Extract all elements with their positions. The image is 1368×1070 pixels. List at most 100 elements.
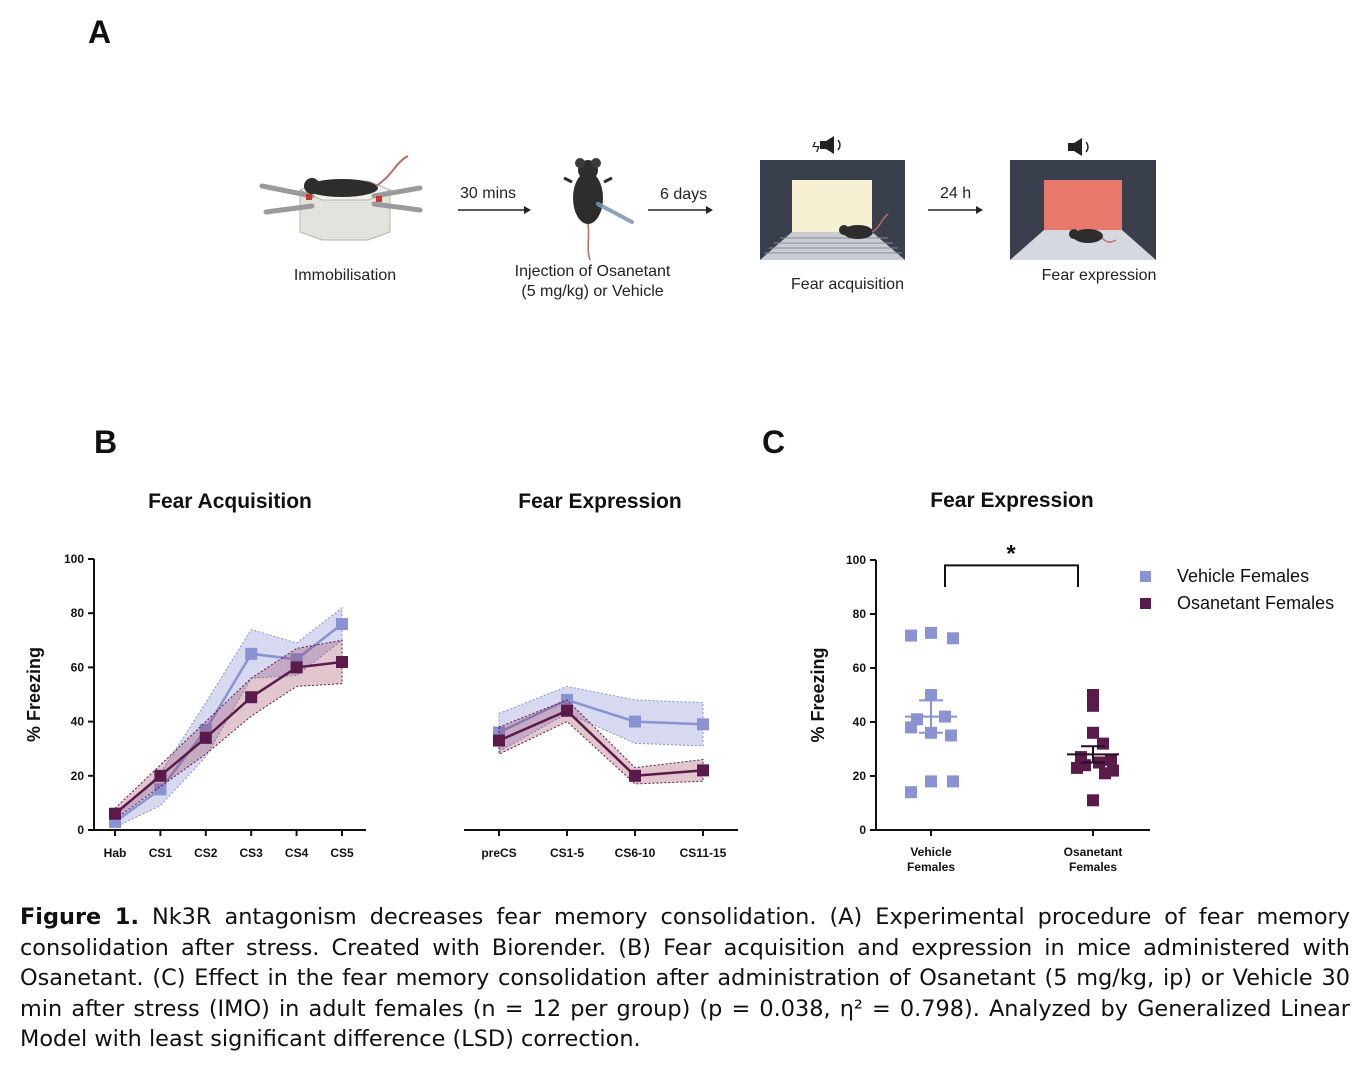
fear-expression-box (1010, 138, 1156, 260)
acq-x-tick-label: CS4 (285, 846, 309, 860)
acq-y-tick-label: 20 (71, 769, 85, 783)
scatter-y-tick-label: 80 (853, 607, 867, 621)
acq-point-osanetant (290, 661, 303, 674)
acq-x-tick-label: CS5 (330, 846, 354, 860)
exp-x-tick-label: CS11-15 (680, 846, 727, 860)
acq-y-tick-label: 100 (64, 552, 84, 566)
acq-point-osanetant (336, 655, 348, 668)
scatter-point-vehicle (945, 729, 957, 742)
scatter-x-tick-label: Females (907, 860, 955, 874)
scatter-x-tick-label: Females (1069, 860, 1117, 874)
exp-x-tick-label: preCS (481, 846, 516, 860)
scatter-point-osanetant (1087, 794, 1099, 807)
exp-x-tick-label: CS6-10 (615, 846, 656, 860)
caption-label: Figure 1. (20, 904, 139, 930)
acq-y-tick-label: 40 (71, 715, 85, 729)
scatter-point-osanetant (1097, 737, 1109, 750)
acq-y-tick-label: 0 (77, 823, 84, 837)
scatter-point-vehicle (905, 629, 917, 642)
exp-point-osanetant (629, 769, 641, 782)
exp-point-osanetant (697, 764, 709, 777)
stage-label-injection: Injection of Osanetant (5 mg/kg) or Vehi… (490, 262, 695, 302)
exp-point-vehicle (697, 718, 709, 731)
acq-y-tick-label: 80 (71, 606, 85, 620)
legend-label-vehicle: Vehicle Females (1177, 566, 1310, 586)
chart-title-fear-expression-c: Fear Expression (930, 489, 1094, 512)
acq-line-osanetant (114, 660, 343, 815)
exp-point-vehicle (629, 715, 641, 728)
stage-label-immobilisation: Immobilisation (293, 267, 397, 284)
significance-bracket (944, 564, 1079, 587)
chart-title-fear-acquisition: Fear Acquisition (148, 490, 312, 513)
acq-point-osanetant (109, 807, 121, 820)
scatter-y-tick-label: 100 (846, 553, 866, 567)
exp-point-osanetant (493, 734, 505, 747)
acq-x-tick-label: CS3 (240, 846, 264, 860)
scatter-y-axis-label: % Freezing (808, 647, 828, 742)
legend-label-osanetant: Osanetant Females (1177, 593, 1335, 613)
panel-letter-c: C (762, 424, 786, 460)
injection-mouse-illustration (563, 158, 634, 261)
acq-point-vehicle (336, 618, 348, 631)
scatter-point-vehicle (925, 775, 937, 788)
acq-x-tick-label: CS1 (149, 846, 173, 860)
scatter-point-osanetant (1087, 689, 1099, 701)
acq-point-vehicle (245, 647, 258, 660)
scatter-point-osanetant (1087, 726, 1099, 739)
chart-title-fear-expression: Fear Expression (518, 490, 682, 513)
legend-item-osanetant: Osanetant Females (1140, 593, 1334, 614)
fear-acquisition-box: ϟ (760, 136, 905, 260)
panel-letter-b: B (94, 424, 118, 460)
legend-item-vehicle: Vehicle Females (1140, 566, 1309, 587)
scatter-point-vehicle (905, 721, 917, 734)
acq-point-osanetant (245, 691, 258, 704)
acq-point-osanetant (199, 731, 212, 744)
figure-caption: Figure 1. Nk3R antagonism decreases fear… (20, 902, 1350, 1055)
scatter-point-vehicle (947, 775, 959, 788)
exp-line-osanetant (498, 709, 704, 778)
scatter-y-tick-label: 20 (853, 769, 867, 783)
scatter-point-osanetant (1099, 767, 1111, 780)
scatter-y-tick-label: 0 (859, 823, 866, 837)
scatter-point-vehicle (905, 786, 917, 799)
procedure-diagram: ϟ (259, 136, 1156, 261)
acq-band-osanetant (114, 639, 343, 821)
caption-text: Nk3R antagonism decreases fear memory co… (20, 904, 1351, 1052)
scatter-x-tick-label: Vehicle (910, 845, 952, 859)
scatter-point-vehicle (925, 626, 937, 639)
fear-expression-line-chart: preCS CS1-5 CS6-10 CS11-15 (464, 685, 738, 860)
acq-point-vehicle (154, 783, 167, 796)
acq-y-axis-label: % Freezing (24, 647, 44, 742)
exp-x-tick-label: CS1-5 (550, 846, 584, 860)
legend-swatch-osanetant (1140, 598, 1151, 609)
significance-star: * (1006, 540, 1016, 567)
exp-band-vehicle (498, 685, 704, 753)
stage-label-fear-acquisition: Fear acquisition (791, 276, 904, 293)
immobilisation-illustration (259, 155, 423, 241)
fear-acquisition-chart: Hab CS1 CS2 CS3 CS4 CS5 0 20 40 60 80 100 % Freezing (24, 552, 366, 860)
panel-letter-a: A (88, 14, 112, 50)
arrow-label-6-days: 6 days (660, 186, 708, 203)
acq-x-tick-label: CS2 (194, 846, 218, 860)
scatter-x-tick-label: Osanetant (1064, 845, 1123, 859)
scatter-y-tick-label: 60 (853, 661, 867, 675)
scatter-point-osanetant (1071, 761, 1083, 774)
legend-swatch-vehicle (1140, 571, 1151, 582)
exp-line-vehicle (498, 698, 704, 734)
acq-line-vehicle (114, 623, 343, 823)
scatter-point-vehicle (925, 689, 937, 701)
stage-label-injection-line1: Injection of Osanetant (514, 263, 671, 280)
stage-label-fear-expression: Fear expression (1041, 267, 1157, 284)
acq-x-tick-label: Hab (104, 846, 127, 860)
scatter-point-osanetant (1087, 699, 1099, 712)
svg-text:ϟ: ϟ (812, 139, 820, 156)
scatter-y-tick-label: 40 (853, 715, 867, 729)
arrow-label-24-h: 24 h (940, 185, 972, 202)
stage-label-injection-line2: (5 mg/kg) or Vehicle (521, 283, 664, 300)
acq-point-osanetant (154, 769, 167, 782)
scatter-point-osanetant (1105, 753, 1117, 766)
exp-point-osanetant (561, 704, 573, 717)
scatter-point-vehicle (947, 632, 959, 645)
acq-y-tick-label: 60 (71, 660, 85, 674)
